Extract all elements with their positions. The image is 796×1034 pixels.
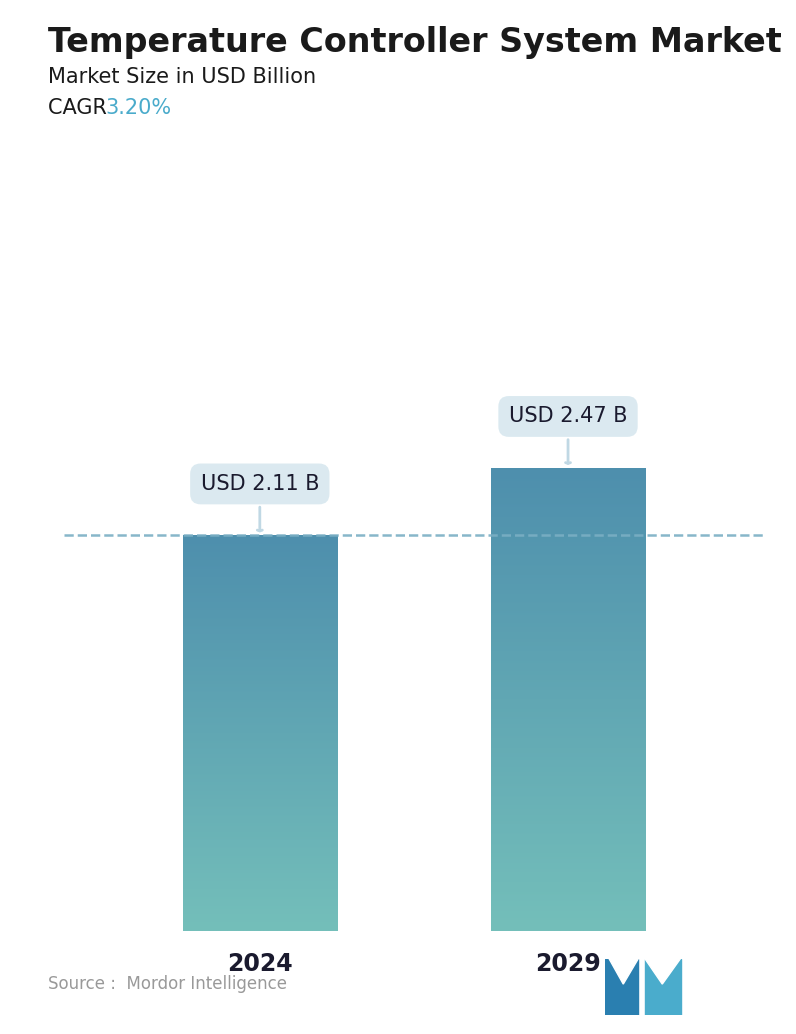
Text: USD 2.47 B: USD 2.47 B xyxy=(509,406,627,463)
Text: 3.20%: 3.20% xyxy=(105,98,171,118)
Text: Temperature Controller System Market: Temperature Controller System Market xyxy=(48,26,782,59)
Text: Source :  Mordor Intelligence: Source : Mordor Intelligence xyxy=(48,975,287,993)
Polygon shape xyxy=(605,959,638,1015)
Polygon shape xyxy=(645,959,681,984)
Polygon shape xyxy=(645,959,681,1015)
Polygon shape xyxy=(609,959,638,984)
Text: Market Size in USD Billion: Market Size in USD Billion xyxy=(48,67,316,87)
Text: USD 2.11 B: USD 2.11 B xyxy=(201,474,319,530)
Text: CAGR: CAGR xyxy=(48,98,120,118)
